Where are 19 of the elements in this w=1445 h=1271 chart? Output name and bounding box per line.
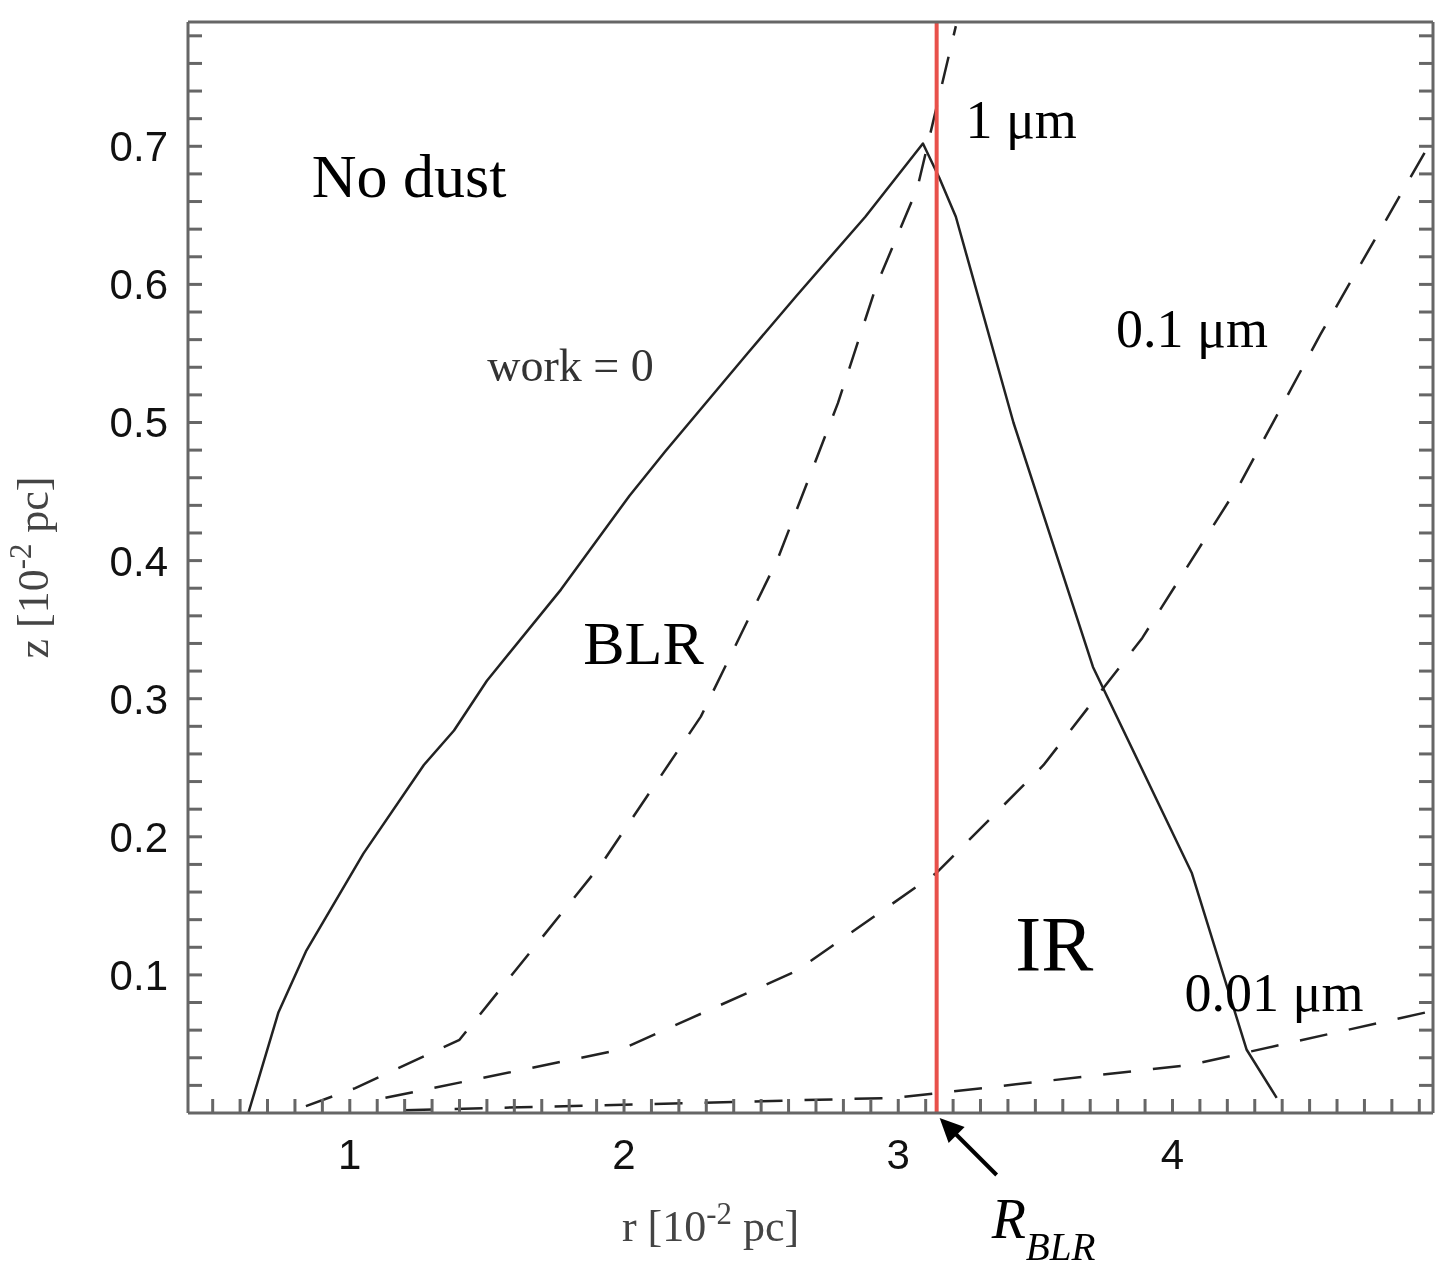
annotation: IR [1015,900,1094,988]
y-tick-label: 0.5 [109,399,168,447]
y-tick-label: 0.4 [109,537,168,585]
ref-line-label: R$_{BLR}$ [990,1188,1096,1268]
x-axis-title: r [10$^{-2}$ pc] [621,1197,800,1251]
series-label: 0.1 μm [1116,299,1269,360]
y-tick-label: 0.7 [109,123,168,171]
annotation: No dust [311,141,507,210]
x-tick-label: 2 [612,1130,636,1178]
x-tick-label: 3 [886,1130,910,1178]
series-label: work = 0 [487,340,654,392]
annotation: BLR [583,608,705,677]
y-tick-label: 0.1 [109,951,168,999]
x-tick-label: 1 [338,1130,362,1178]
y-tick-label: 0.2 [109,813,168,861]
y-tick-label: 0.6 [109,261,168,309]
y-tick-label: 0.3 [109,675,168,723]
series-label: 1 μm [965,90,1077,151]
x-tick-label: 4 [1160,1130,1185,1178]
